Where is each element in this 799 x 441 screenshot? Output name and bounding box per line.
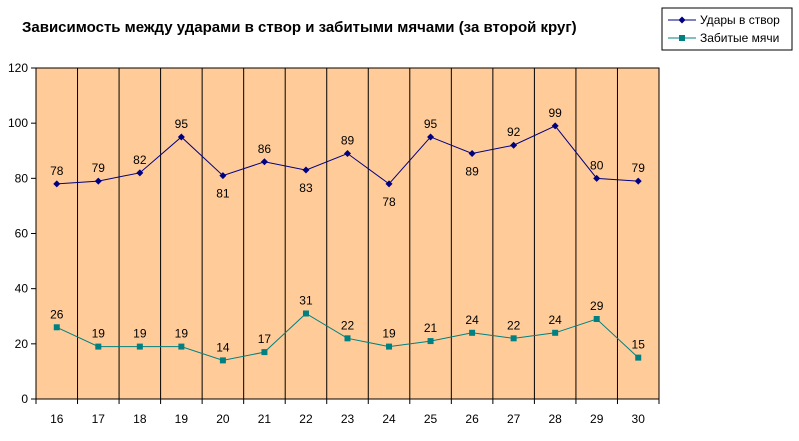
- data-label-shots: 78: [50, 164, 64, 178]
- plot-area: [35, 67, 660, 400]
- data-point-shots: [468, 150, 476, 158]
- data-point-shots: [260, 158, 268, 166]
- data-point-shots: [53, 180, 61, 188]
- data-label-shots: 89: [341, 134, 355, 148]
- data-point-goals: [635, 354, 642, 361]
- x-tick-label: 25: [424, 412, 438, 426]
- data-point-goals: [219, 357, 226, 364]
- data-point-shots: [136, 169, 144, 177]
- data-point-goals: [302, 310, 309, 317]
- data-label-shots: 81: [216, 187, 230, 201]
- data-label-shots: 78: [382, 195, 396, 209]
- data-label-goals: 24: [465, 313, 479, 327]
- x-tick-label: 24: [382, 412, 396, 426]
- chart-title: Зависимость между ударами в створ и заби…: [22, 19, 577, 36]
- data-label-goals: 19: [133, 327, 147, 341]
- data-label-goals: 26: [50, 307, 64, 321]
- y-tick-label: 60: [15, 227, 29, 241]
- data-point-shots: [344, 150, 351, 158]
- data-point-goals: [178, 343, 185, 350]
- y-tick-label: 80: [15, 171, 29, 185]
- data-point-shots: [302, 166, 310, 174]
- series-group: 78 79 82 95 81 86 83 89 78 95 89 92 99 80 79 26 19 19 19 14…: [50, 106, 646, 364]
- y-tick-label: 20: [15, 337, 29, 351]
- data-label-shots: 86: [258, 142, 272, 156]
- data-point-shots: [551, 122, 559, 130]
- data-label-shots: 95: [175, 117, 189, 131]
- x-tick-label: 22: [299, 412, 313, 426]
- data-point-goals: [510, 335, 517, 342]
- data-label-shots: 92: [507, 125, 521, 139]
- x-axis: 16 17 18 19 20 21 22 23 24 25 26 27 28 29 30: [35, 399, 660, 426]
- data-point-goals: [261, 349, 268, 356]
- x-tick-label: 26: [465, 412, 479, 426]
- data-label-goals: 21: [424, 321, 438, 335]
- data-point-goals: [53, 324, 60, 331]
- data-label-goals: 14: [216, 340, 230, 354]
- data-label-shots: 95: [424, 117, 438, 131]
- legend-marker-shots: [678, 16, 686, 24]
- x-tick-label: 23: [341, 412, 355, 426]
- data-label-shots: 99: [548, 106, 562, 120]
- legend-label-shots: Удары в створ: [700, 13, 780, 27]
- data-label-shots: 82: [133, 153, 147, 167]
- y-axis: 0 20 40 60 80 100 120: [8, 61, 36, 406]
- x-tick-label: 29: [590, 412, 604, 426]
- x-tick-label: 27: [507, 412, 521, 426]
- data-point-shots: [427, 133, 435, 141]
- data-point-goals: [95, 343, 102, 350]
- data-point-goals: [469, 329, 476, 336]
- data-label-goals: 31: [299, 293, 313, 307]
- data-label-goals: 15: [632, 338, 646, 352]
- data-label-shots: 80: [590, 158, 604, 172]
- x-tick-label: 20: [216, 412, 230, 426]
- x-tick-label: 21: [258, 412, 272, 426]
- data-label-shots: 79: [632, 161, 646, 175]
- data-label-goals: 19: [92, 327, 106, 341]
- data-point-shots: [593, 174, 601, 182]
- data-point-shots: [385, 180, 393, 188]
- y-tick-label: 0: [21, 392, 28, 406]
- data-label-goals: 22: [507, 318, 521, 332]
- data-point-shots: [634, 177, 642, 185]
- data-label-goals: 19: [382, 327, 396, 341]
- x-tick-label: 18: [133, 412, 147, 426]
- data-label-goals: 19: [175, 327, 189, 341]
- x-tick-label: 28: [548, 412, 562, 426]
- y-tick-label: 120: [8, 61, 28, 75]
- data-point-goals: [427, 338, 434, 345]
- data-label-shots: 83: [299, 181, 313, 195]
- data-label-goals: 29: [590, 299, 604, 313]
- data-point-goals: [593, 316, 600, 323]
- data-point-goals: [552, 329, 559, 336]
- legend-label-goals: Забитые мячи: [700, 31, 779, 45]
- data-label-goals: 24: [548, 313, 562, 327]
- y-tick-label: 100: [8, 116, 28, 130]
- data-label-shots: 89: [465, 165, 479, 179]
- grid-lines: [77, 68, 618, 399]
- x-tick-label: 19: [175, 412, 189, 426]
- data-label-goals: 17: [258, 332, 272, 346]
- data-point-shots: [94, 177, 102, 185]
- x-tick-label: 17: [92, 412, 106, 426]
- y-tick-label: 40: [15, 282, 29, 296]
- x-tick-label: 30: [632, 412, 646, 426]
- data-point-shots: [510, 141, 518, 149]
- legend-box: [661, 7, 793, 51]
- data-point-shots: [219, 172, 227, 180]
- data-point-goals: [386, 343, 393, 350]
- data-point-shots: [177, 133, 185, 141]
- x-tick-label: 16: [50, 412, 64, 426]
- data-point-goals: [344, 335, 351, 342]
- data-label-shots: 79: [92, 161, 106, 175]
- data-point-goals: [136, 343, 143, 350]
- legend-marker-goals: [679, 35, 685, 41]
- data-label-goals: 22: [341, 318, 355, 332]
- legend: Удары в створ Забитые мячи: [661, 7, 793, 51]
